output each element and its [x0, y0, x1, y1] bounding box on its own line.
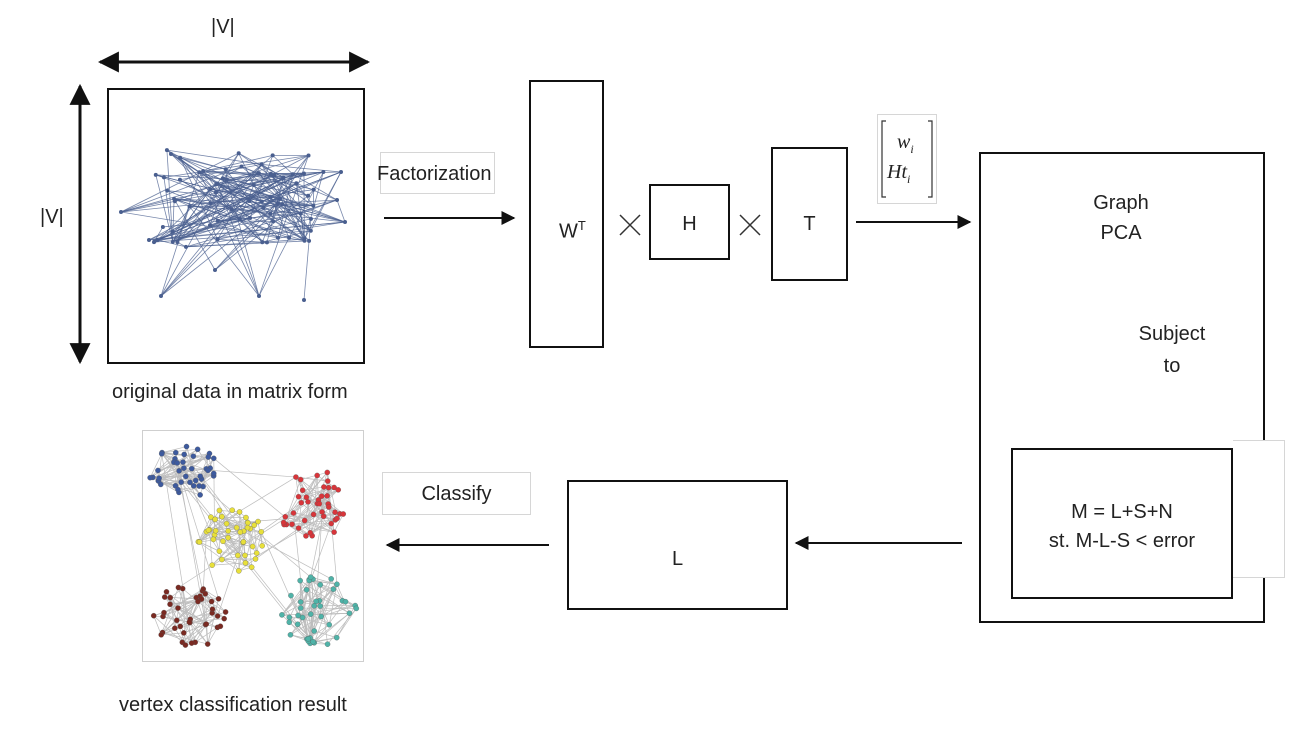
factorization-label: Factorization: [377, 163, 492, 185]
original-data-caption: original data in matrix form: [112, 381, 348, 403]
original-matrix-box: [107, 88, 365, 364]
classify-label-box: Classify: [382, 472, 531, 515]
t-label: T: [803, 213, 816, 235]
clustered-graph-image: [147, 443, 360, 648]
w-transpose-box: WT: [529, 80, 604, 348]
dim-label-left: |V|: [40, 206, 64, 228]
l-box: L: [567, 480, 788, 610]
w-transpose-label: WT: [559, 218, 586, 243]
times-icon-1: [619, 214, 641, 236]
subject-to-label: Subject to: [1138, 323, 1206, 377]
result-caption: vertex classification result: [119, 694, 347, 716]
bracket-icon: [881, 120, 933, 198]
network-graph-image: [119, 148, 347, 302]
vector-top-entry: wi: [897, 131, 914, 156]
l-label: L: [671, 548, 684, 570]
constraint-equations: M = L+S+N st. M-L-S < error: [1048, 501, 1196, 552]
side-frame: [1233, 440, 1285, 578]
dim-label-top: |V|: [211, 16, 235, 38]
constraint-box: M = L+S+N st. M-L-S < error: [1011, 448, 1233, 599]
h-label: H: [682, 213, 697, 235]
h-box: H: [649, 184, 730, 260]
result-graph-frame: [142, 430, 364, 662]
t-box: T: [771, 147, 848, 281]
times-icon-2: [739, 214, 761, 236]
vector-box: wi Hti: [877, 114, 937, 204]
vector-bottom-entry: Hti: [887, 161, 911, 186]
factorization-label-box: Factorization: [377, 152, 495, 194]
graph-pca-title: Graph PCA: [1093, 192, 1149, 244]
classify-label: Classify: [421, 483, 492, 505]
